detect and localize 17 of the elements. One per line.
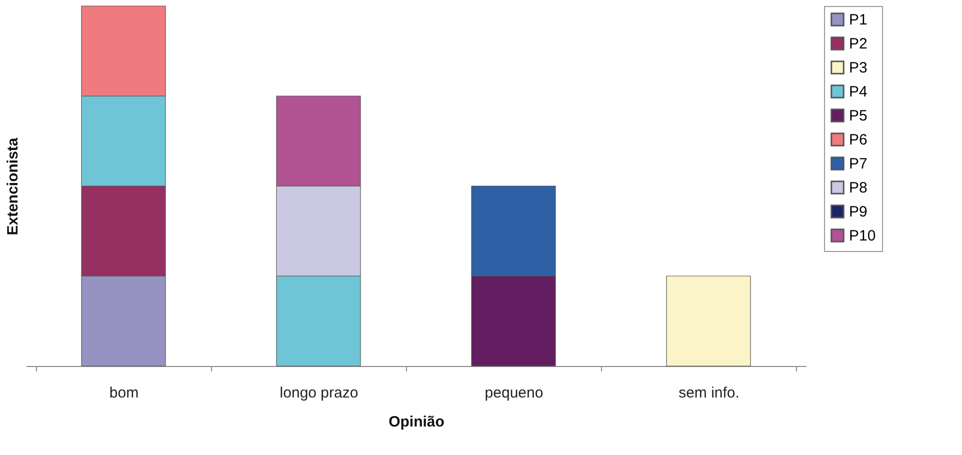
legend-label: P6 — [849, 132, 868, 148]
legend-label: P7 — [849, 156, 868, 172]
legend-label: P2 — [849, 36, 868, 52]
x-tick-label: longo prazo — [280, 384, 358, 402]
x-tick-label: sem info. — [678, 384, 740, 402]
x-tick-label: bom — [109, 384, 139, 402]
x-axis-title: Opinião — [388, 414, 444, 430]
legend-label: P8 — [849, 180, 868, 196]
x-tick-label: pequeno — [484, 384, 544, 402]
legend-label: P5 — [849, 108, 868, 124]
legend-label: P4 — [849, 84, 868, 100]
legend-label: P9 — [849, 204, 868, 220]
legend-label: P3 — [849, 60, 868, 76]
y-axis-title: Extencionista — [4, 137, 22, 236]
legend-label: P10 — [849, 228, 876, 244]
bar — [666, 276, 751, 366]
legend-label: P1 — [849, 12, 868, 28]
